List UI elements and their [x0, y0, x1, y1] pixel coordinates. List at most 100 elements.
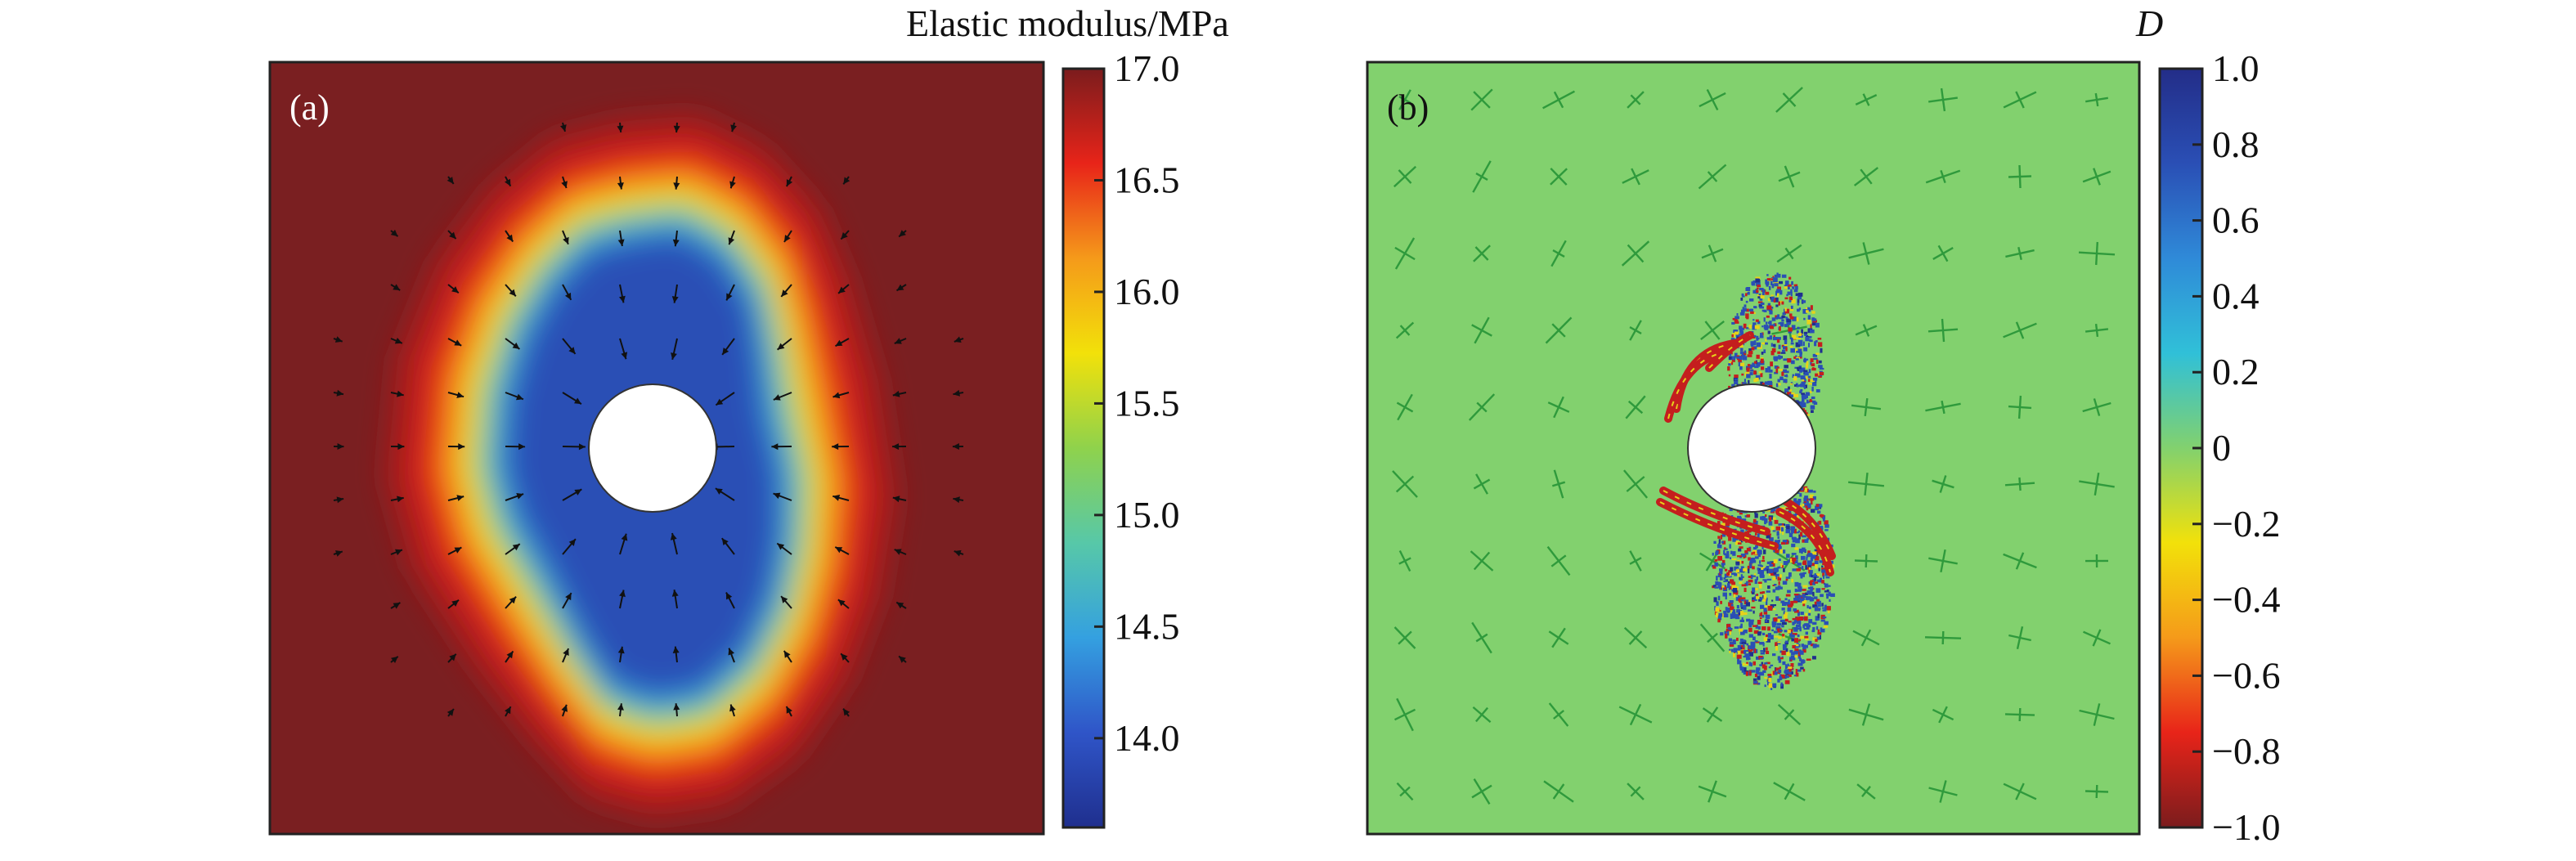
damage-speck	[1747, 672, 1752, 675]
damage-speck	[1770, 526, 1775, 531]
stress-cross-minor	[1398, 169, 1412, 184]
damage-speck	[1752, 625, 1757, 627]
colorbar-a-title: Elastic modulus/MPa	[906, 2, 1229, 44]
damage-speck	[1775, 667, 1780, 671]
damage-speck	[1805, 631, 1808, 635]
damage-speck	[1788, 313, 1793, 317]
stress-cross-minor	[1937, 244, 1949, 262]
damage-speck	[1766, 278, 1771, 281]
damage-speck	[1768, 521, 1773, 526]
damage-speck	[1763, 648, 1766, 652]
displacement-arrow-head	[621, 352, 628, 360]
damage-speck	[1768, 533, 1771, 536]
damage-speck	[1803, 347, 1808, 352]
stress-cross-minor	[1552, 783, 1565, 800]
displacement-arrow-head	[784, 235, 791, 242]
damage-speck	[1736, 654, 1742, 659]
damage-speck	[1724, 586, 1726, 590]
damage-speck	[1812, 496, 1816, 500]
damage-speck	[1775, 297, 1779, 303]
displacement-arrow-head	[781, 596, 788, 603]
damage-speck	[1752, 587, 1756, 593]
damage-speck	[1783, 567, 1785, 572]
stress-cross-minor	[1553, 91, 1564, 109]
damage-speck	[1748, 365, 1752, 370]
damage-speck	[1778, 659, 1782, 663]
damage-speck	[1779, 630, 1783, 632]
damage-speck	[1741, 293, 1744, 296]
damage-speck	[1715, 551, 1719, 555]
damage-speck	[1800, 367, 1806, 372]
stress-cross-minor	[1551, 481, 1566, 487]
stress-cross-minor	[2018, 164, 2022, 189]
damage-speck	[1740, 647, 1743, 650]
damage-speck	[1757, 675, 1761, 680]
damage-speck	[1731, 334, 1734, 338]
damage-speck	[1717, 536, 1721, 539]
damage-speck	[1732, 317, 1738, 321]
damage-speck	[1771, 671, 1774, 676]
damage-speck	[1770, 307, 1774, 309]
damage-speck	[1768, 568, 1774, 573]
damage-speck	[1812, 378, 1818, 381]
damage-speck	[1802, 601, 1806, 607]
damage-speck	[1739, 581, 1743, 585]
damage-speck	[1784, 309, 1788, 314]
damage-speck	[1802, 397, 1805, 403]
damage-speck	[1752, 325, 1757, 330]
damage-speck	[1810, 405, 1815, 410]
stress-cross-minor	[1475, 633, 1488, 643]
damage-speck	[1769, 324, 1774, 326]
damage-speck	[1730, 361, 1734, 365]
damage-speck	[1785, 347, 1788, 352]
damage-speck	[1740, 650, 1744, 654]
displacement-arrow-head	[565, 292, 572, 300]
damage-speck	[1754, 306, 1757, 309]
colorbar-b-tick-label: 0	[2212, 427, 2231, 469]
damage-speck	[1782, 644, 1787, 649]
damage-speck	[1774, 506, 1776, 512]
damage-speck	[1763, 610, 1768, 615]
damage-speck	[1767, 298, 1770, 302]
damage-speck	[1744, 304, 1747, 307]
stress-cross-minor	[2015, 552, 2025, 570]
damage-speck	[1803, 628, 1807, 630]
damage-speck	[1821, 603, 1824, 607]
displacement-arrow-head	[449, 231, 456, 240]
damage-speck	[1730, 613, 1732, 617]
damage-speck	[1760, 358, 1764, 364]
damage-speck	[1726, 608, 1731, 612]
damage-speck	[1753, 596, 1757, 599]
damage-speck	[1824, 524, 1829, 528]
damage-speck	[1757, 567, 1761, 573]
displacement-arrow-head	[843, 177, 850, 185]
damage-speck	[1786, 651, 1790, 657]
displacement-arrow-head	[394, 338, 402, 344]
damage-speck	[1781, 301, 1784, 305]
damage-speck	[1771, 348, 1776, 352]
damage-speck	[1794, 531, 1800, 534]
damage-speck	[1826, 606, 1831, 611]
damage-speck	[1735, 321, 1739, 324]
damage-speck	[1820, 526, 1824, 531]
stress-cross-minor	[1395, 475, 1415, 493]
damage-speck	[1811, 500, 1813, 505]
damage-speck	[1760, 597, 1763, 601]
damage-speck	[1798, 401, 1802, 406]
stress-cross-minor	[2094, 323, 2099, 338]
damage-speck	[1731, 612, 1736, 616]
stress-cross-minor	[2018, 707, 2022, 722]
stress-cross-minor	[1628, 630, 1643, 645]
damage-speck	[1788, 331, 1792, 334]
damage-speck	[1746, 514, 1751, 518]
damage-speck	[1811, 583, 1815, 585]
damage-speck	[1738, 357, 1742, 362]
stress-cross-minor	[2018, 477, 2022, 491]
damage-speck	[1800, 572, 1805, 577]
damage-speck	[1806, 361, 1809, 365]
damage-speck	[1779, 619, 1785, 622]
panel-b: (b) D 1.0 0.8 0.6 0.4 0.2 0 −0.2 −0.4 −0.6 −0.8 −1…	[1366, 2, 2280, 848]
damage-speck	[1801, 394, 1806, 398]
damage-speck	[1791, 281, 1793, 285]
damage-speck	[1811, 554, 1815, 558]
